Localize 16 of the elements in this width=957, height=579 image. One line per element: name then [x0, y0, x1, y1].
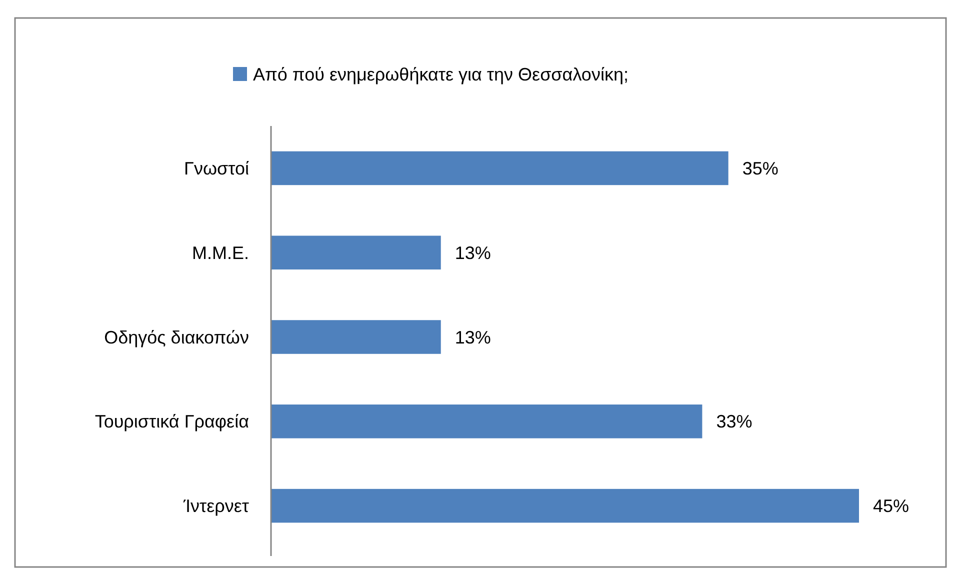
y-tick-label: Τουριστικά Γραφεία — [94, 412, 249, 432]
data-label: 13% — [454, 327, 491, 348]
y-tick-label: Οδηγός διακοπών — [104, 327, 249, 348]
bar — [271, 488, 859, 523]
data-label: 35% — [742, 158, 778, 178]
legend-label: Από πού ενημερωθήκατε για την Θεσσαλονίκη; — [253, 64, 628, 84]
data-label: 33% — [716, 412, 752, 432]
bar — [271, 404, 702, 438]
y-tick-label: Ίντερνετ — [182, 496, 249, 516]
bar — [271, 320, 441, 354]
bar — [271, 236, 441, 270]
bar — [271, 151, 728, 186]
data-label: 13% — [454, 242, 491, 263]
y-tick-label: Μ.Μ.Ε. — [192, 242, 249, 263]
y-tick-label: Γνωστοί — [184, 158, 249, 178]
data-label: 45% — [873, 496, 910, 516]
